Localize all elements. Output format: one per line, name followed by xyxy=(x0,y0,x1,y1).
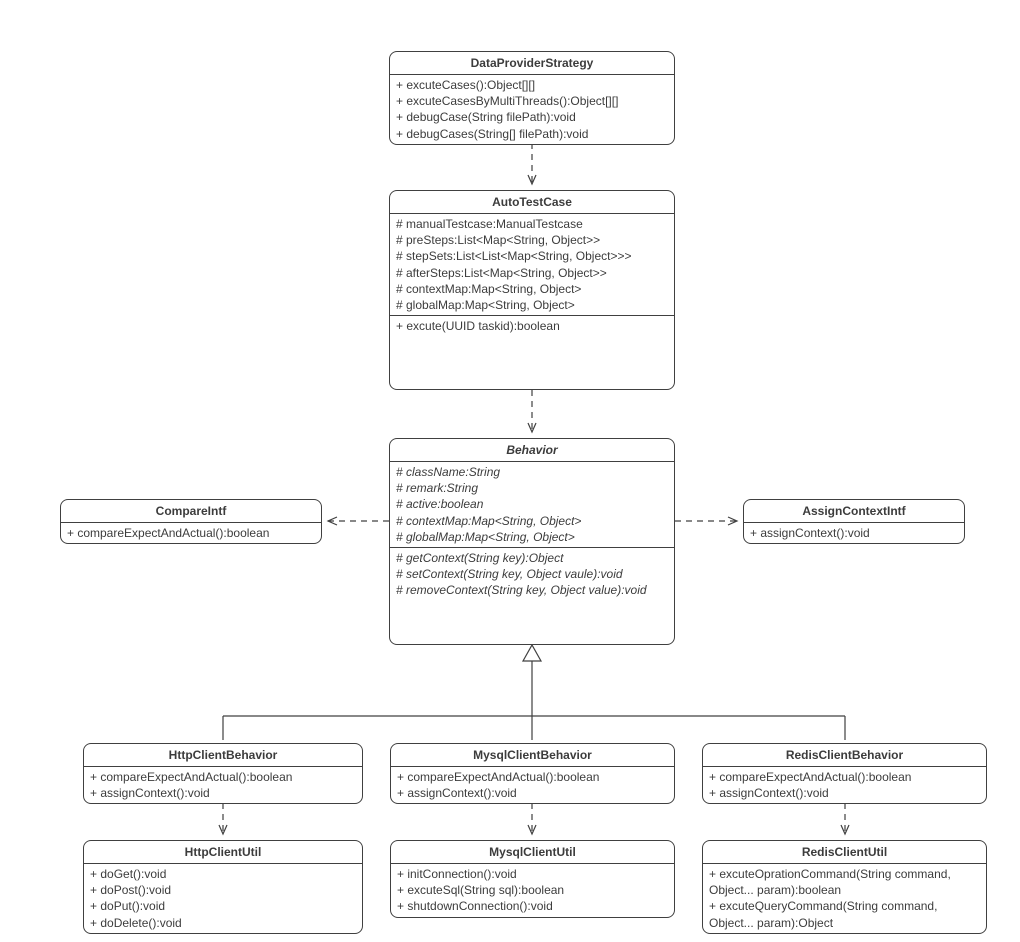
uml-section: # getContext(String key):Object# setCont… xyxy=(390,548,674,601)
uml-class-redisU: RedisClientUtil+ excuteOprationCommand(S… xyxy=(702,840,987,934)
uml-class-dps: DataProviderStrategy+ excuteCases():Obje… xyxy=(389,51,675,145)
uml-class-title: MysqlClientBehavior xyxy=(391,744,674,767)
uml-class-compare: CompareIntf + compareExpectAndActual():bo… xyxy=(60,499,322,544)
uml-member: + compareExpectAndActual():boolean xyxy=(67,525,315,541)
uml-section: + doGet():void+ doPost():void+ doPut():v… xyxy=(84,864,362,933)
uml-section: + compareExpectAndActual():boolean+ assi… xyxy=(391,767,674,803)
uml-class-assign: AssignContextIntf + assignContext():void xyxy=(743,499,965,544)
uml-member: # active:boolean xyxy=(396,496,668,512)
uml-section: + excute(UUID taskid):boolean xyxy=(390,316,674,336)
uml-member: # removeContext(String key, Object value… xyxy=(396,582,668,598)
uml-class-httpU: HttpClientUtil+ doGet():void+ doPost():v… xyxy=(83,840,363,934)
uml-member: # setContext(String key, Object vaule):v… xyxy=(396,566,668,582)
uml-class-title: RedisClientBehavior xyxy=(703,744,986,767)
uml-section: + assignContext():void xyxy=(744,523,964,543)
uml-class-atc: AutoTestCase# manualTestcase:ManualTestc… xyxy=(389,190,675,390)
uml-class-title: MysqlClientUtil xyxy=(391,841,674,864)
uml-class-title: HttpClientBehavior xyxy=(84,744,362,767)
uml-class-behavior: Behavior# className:String# remark:Strin… xyxy=(389,438,675,645)
uml-member: + assignContext():void xyxy=(90,785,356,801)
uml-member: # contextMap:Map<String, Object> xyxy=(396,513,668,529)
uml-member: # remark:String xyxy=(396,480,668,496)
uml-class-mysqlU: MysqlClientUtil+ initConnection():void+ … xyxy=(390,840,675,918)
uml-member: + excuteOprationCommand(String command, … xyxy=(709,866,980,898)
uml-class-title: DataProviderStrategy xyxy=(390,52,674,75)
uml-member: + doPut():void xyxy=(90,898,356,914)
uml-member: + assignContext():void xyxy=(750,525,958,541)
uml-class-title: HttpClientUtil xyxy=(84,841,362,864)
uml-member: + excuteCases():Object[][] xyxy=(396,77,668,93)
uml-member: # stepSets:List<List<Map<String, Object>… xyxy=(396,248,668,264)
uml-member: + excuteQueryCommand(String command, Obj… xyxy=(709,898,980,930)
uml-class-title: AutoTestCase xyxy=(390,191,674,214)
uml-class-mysqlB: MysqlClientBehavior+ compareExpectAndAct… xyxy=(390,743,675,804)
uml-member: # globalMap:Map<String, Object> xyxy=(396,297,668,313)
uml-member: # preSteps:List<Map<String, Object>> xyxy=(396,232,668,248)
uml-section: # manualTestcase:ManualTestcase# preStep… xyxy=(390,214,674,316)
uml-class-title: RedisClientUtil xyxy=(703,841,986,864)
uml-class-title: AssignContextIntf xyxy=(744,500,964,523)
uml-section: + initConnection():void+ excuteSql(Strin… xyxy=(391,864,674,917)
uml-section: + compareExpectAndActual():boolean+ assi… xyxy=(703,767,986,803)
uml-member: + assignContext():void xyxy=(709,785,980,801)
uml-member: + assignContext():void xyxy=(397,785,668,801)
uml-member: + doGet():void xyxy=(90,866,356,882)
uml-member: + doPost():void xyxy=(90,882,356,898)
uml-member: # afterSteps:List<Map<String, Object>> xyxy=(396,265,668,281)
uml-class-title: Behavior xyxy=(390,439,674,462)
uml-class-httpB: HttpClientBehavior+ compareExpectAndActu… xyxy=(83,743,363,804)
uml-member: + debugCase(String filePath):void xyxy=(396,109,668,125)
uml-member: + excuteSql(String sql):boolean xyxy=(397,882,668,898)
uml-member: # globalMap:Map<String, Object> xyxy=(396,529,668,545)
uml-class-redisB: RedisClientBehavior+ compareExpectAndAct… xyxy=(702,743,987,804)
uml-member: + excute(UUID taskid):boolean xyxy=(396,318,668,334)
uml-member: + doDelete():void xyxy=(90,915,356,931)
uml-section: + excuteOprationCommand(String command, … xyxy=(703,864,986,933)
uml-member: + debugCases(String[] filePath):void xyxy=(396,126,668,142)
uml-member: + excuteCasesByMultiThreads():Object[][] xyxy=(396,93,668,109)
uml-member: + initConnection():void xyxy=(397,866,668,882)
uml-member: # contextMap:Map<String, Object> xyxy=(396,281,668,297)
uml-member: # manualTestcase:ManualTestcase xyxy=(396,216,668,232)
uml-section: + compareExpectAndActual():boolean+ assi… xyxy=(84,767,362,803)
uml-member: + compareExpectAndActual():boolean xyxy=(709,769,980,785)
uml-class-title: CompareIntf xyxy=(61,500,321,523)
uml-section: + excuteCases():Object[][]+ excuteCasesB… xyxy=(390,75,674,144)
uml-member: + compareExpectAndActual():boolean xyxy=(397,769,668,785)
uml-member: + compareExpectAndActual():boolean xyxy=(90,769,356,785)
uml-member: # getContext(String key):Object xyxy=(396,550,668,566)
uml-section: # className:String# remark:String# activ… xyxy=(390,462,674,548)
uml-member: # className:String xyxy=(396,464,668,480)
uml-member: + shutdownConnection():void xyxy=(397,898,668,914)
uml-section: + compareExpectAndActual():boolean xyxy=(61,523,321,543)
